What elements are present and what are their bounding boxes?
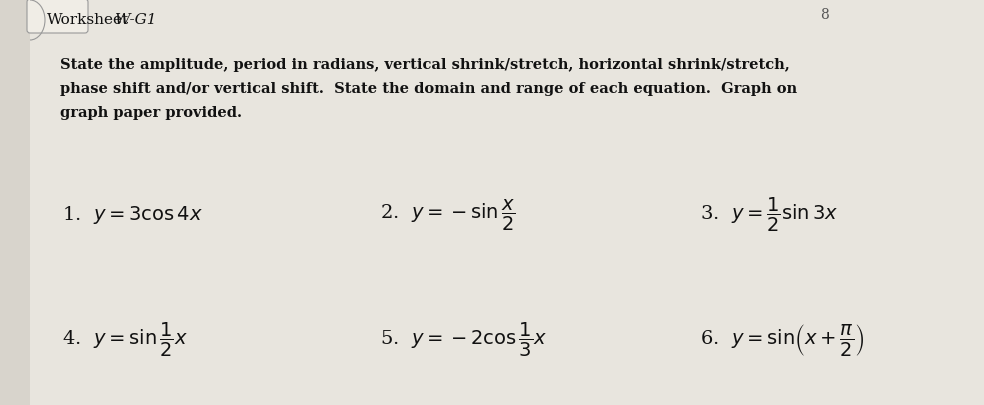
Text: W-G1: W-G1 (115, 13, 156, 27)
Text: 3.  $y=\dfrac{1}{2}\sin 3x$: 3. $y=\dfrac{1}{2}\sin 3x$ (700, 196, 838, 234)
Text: State the amplitude, period in radians, vertical shrink/stretch, horizontal shri: State the amplitude, period in radians, … (60, 58, 790, 72)
FancyBboxPatch shape (27, 0, 88, 33)
Text: Worksheet: Worksheet (47, 13, 129, 27)
Text: 5.  $y=-2\cos\dfrac{1}{3}x$: 5. $y=-2\cos\dfrac{1}{3}x$ (380, 321, 547, 359)
Text: 6.  $y=\sin\!\left(x+\dfrac{\pi}{2}\right)$: 6. $y=\sin\!\left(x+\dfrac{\pi}{2}\right… (700, 322, 865, 358)
Text: phase shift and/or vertical shift.  State the domain and range of each equation.: phase shift and/or vertical shift. State… (60, 82, 797, 96)
Text: graph paper provided.: graph paper provided. (60, 106, 242, 120)
FancyBboxPatch shape (30, 0, 984, 405)
Text: 4.  $y=\sin\dfrac{1}{2}x$: 4. $y=\sin\dfrac{1}{2}x$ (62, 321, 188, 359)
Text: 2.  $y=-\sin\dfrac{x}{2}$: 2. $y=-\sin\dfrac{x}{2}$ (380, 198, 516, 232)
Text: 1.  $y=3\cos 4x$: 1. $y=3\cos 4x$ (62, 204, 203, 226)
Text: 8: 8 (820, 8, 829, 22)
